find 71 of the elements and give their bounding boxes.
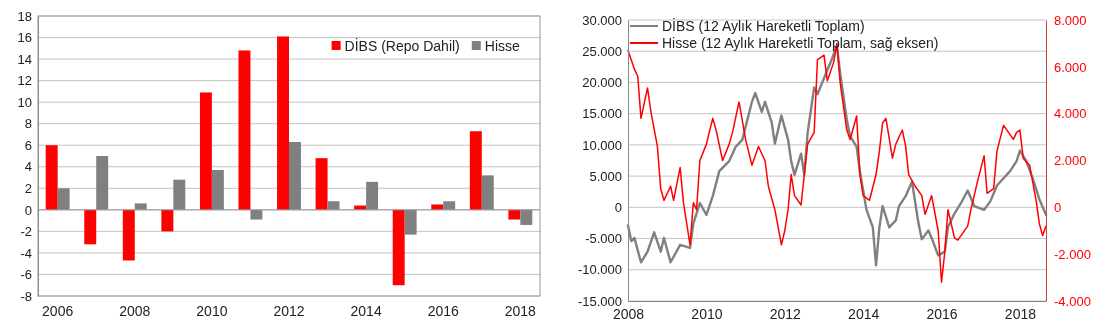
- bar: [134, 203, 147, 210]
- y2-tick-label: 8.000: [1054, 12, 1087, 28]
- x-tick-label: 2010: [196, 302, 228, 319]
- bar: [57, 188, 70, 210]
- bar: [45, 145, 58, 210]
- bar: [277, 36, 289, 210]
- y-tick-label: 0: [614, 199, 622, 215]
- y2-tick-label: -4.000: [1054, 293, 1091, 309]
- x-tick-label: 2018: [504, 302, 537, 319]
- y-tick-label: 18: [17, 8, 32, 24]
- y-tick-label: -10.000: [577, 262, 622, 278]
- y-tick-label: -6: [20, 267, 32, 283]
- x-tick-label: 2006: [42, 302, 74, 319]
- x-tick-label: 2018: [1004, 305, 1037, 322]
- bar: [431, 204, 444, 210]
- y-tick-label: 6: [24, 137, 32, 153]
- bar: [238, 50, 251, 210]
- y-tick-label: -2: [20, 224, 32, 240]
- y2-tick-label: 0: [1054, 199, 1062, 215]
- y-tick-label: 8: [24, 116, 32, 132]
- bar: [508, 209, 521, 220]
- y-tick-label: 5.000: [589, 168, 622, 184]
- bar: [327, 201, 340, 210]
- legend-label: DİBS (Repo Dahil): [344, 37, 460, 54]
- y-tick-label: 30.000: [582, 12, 622, 28]
- y-tick-label: 12: [17, 73, 32, 89]
- bar: [289, 142, 301, 210]
- x-tick-label: 2014: [350, 302, 382, 319]
- y2-tick-label: 6.000: [1054, 59, 1087, 75]
- y-tick-label: 25.000: [582, 43, 622, 59]
- y-tick-label: -4: [20, 245, 32, 261]
- bar: [520, 209, 533, 225]
- bar: [392, 209, 405, 286]
- y-tick-label: 10: [17, 94, 32, 110]
- legend-label: Hisse (12 Aylık Hareketli Toplam, sağ eksen): [662, 35, 939, 51]
- bar: [315, 158, 328, 210]
- y-tick-label: -5.000: [585, 231, 622, 247]
- legend-label: DİBS (12 Aylık Hareketli Toplam): [662, 17, 865, 34]
- bar: [481, 175, 494, 210]
- y-tick-label: 15.000: [582, 106, 622, 122]
- bar: [96, 156, 109, 210]
- x-tick-label: 2012: [769, 305, 802, 322]
- legend-label: Hisse: [484, 38, 520, 54]
- x-tick-label: 2010: [691, 305, 723, 322]
- bar: [84, 209, 97, 245]
- x-tick-label: 2016: [926, 305, 958, 322]
- x-tick-label: 2014: [848, 305, 880, 322]
- x-tick-label: 2012: [273, 302, 305, 319]
- y-tick-label: -8: [20, 288, 32, 304]
- x-tick-label: 2016: [427, 302, 459, 319]
- y-tick-label: 10.000: [582, 137, 622, 153]
- y-tick-label: 14: [17, 51, 32, 67]
- y2-tick-label: -2.000: [1054, 246, 1091, 262]
- bar: [173, 179, 186, 210]
- bar: [199, 92, 212, 210]
- bar: [250, 209, 263, 220]
- bar: [211, 170, 224, 210]
- bar: [161, 209, 174, 232]
- y-tick-label: 0: [24, 202, 32, 218]
- bar: [122, 209, 135, 261]
- y-tick-label: 16: [17, 30, 32, 46]
- y-tick-label: 4: [24, 159, 32, 175]
- bar: [469, 131, 482, 210]
- y2-tick-label: 2.000: [1054, 153, 1087, 169]
- bar: [366, 181, 379, 210]
- bar: [443, 201, 456, 210]
- bar: [404, 209, 417, 235]
- y2-tick-label: 4.000: [1054, 106, 1087, 122]
- x-tick-label: 2008: [119, 302, 151, 319]
- y-tick-label: 20.000: [582, 75, 622, 91]
- y-tick-label: 2: [24, 180, 32, 196]
